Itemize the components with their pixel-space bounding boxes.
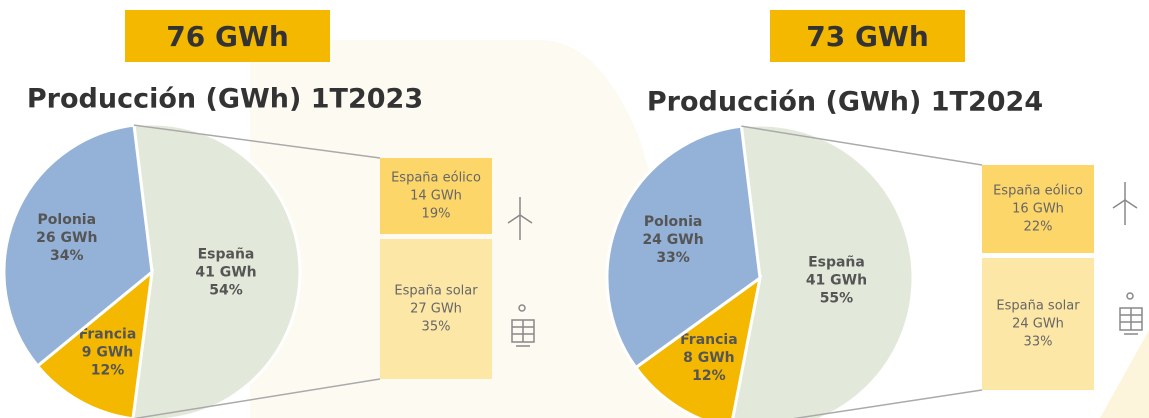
chart-title: Producción (GWh) 1T2024 xyxy=(647,87,1043,118)
breakdown-box xyxy=(380,158,492,234)
breakdown-box xyxy=(982,258,1094,390)
breakdown-value-label: 35% xyxy=(422,320,451,335)
connector-line xyxy=(792,389,983,418)
slice-value-label: 34% xyxy=(50,248,84,264)
slice-amount: 41 GWh xyxy=(195,264,256,280)
breakdown-name: España solar xyxy=(996,299,1080,314)
slice-value-label: 55% xyxy=(820,291,854,307)
pie-slice xyxy=(731,123,915,418)
slice-value-label: 12% xyxy=(91,362,125,378)
breakdown-amount: 14 GWh xyxy=(410,189,462,204)
slice-name: Polonia xyxy=(38,212,97,228)
slice-value-label: 12% xyxy=(692,368,726,384)
breakdown-name: España eólico xyxy=(391,171,481,186)
breakdown-name: España eólico xyxy=(993,184,1083,199)
breakdown-value-label: 22% xyxy=(1024,220,1053,235)
solar-icon xyxy=(1119,292,1143,335)
slice-amount: 24 GWh xyxy=(642,232,703,248)
connector-line xyxy=(132,378,381,418)
pie-slice xyxy=(633,274,763,418)
breakdown-amount: 16 GWh xyxy=(1012,202,1064,217)
breakdown-value-label: 19% xyxy=(422,207,451,222)
total-label: 76 GWh xyxy=(166,20,289,53)
breakdown-name: España solar xyxy=(394,284,478,299)
breakdown-amount: 27 GWh xyxy=(410,302,462,317)
total-label: 73 GWh xyxy=(806,20,929,53)
breakdown-amount: 24 GWh xyxy=(1012,317,1064,332)
wind-icon xyxy=(1112,182,1138,225)
total-box xyxy=(125,10,330,62)
breakdown-value-label: 33% xyxy=(1024,335,1053,350)
slice-amount: 8 GWh xyxy=(683,350,735,366)
breakdown-box xyxy=(982,165,1094,253)
chart-title: Producción (GWh) 1T2023 xyxy=(27,84,423,115)
slice-name: Polonia xyxy=(644,214,703,230)
slice-value-label: 33% xyxy=(656,250,690,266)
breakdown-box xyxy=(380,239,492,379)
slice-name: España xyxy=(808,255,865,271)
slice-amount: 41 GWh xyxy=(806,273,867,289)
total-box xyxy=(770,10,965,62)
pie-slice xyxy=(131,122,302,418)
pie-slice xyxy=(605,124,762,370)
slice-name: Francia xyxy=(79,326,137,342)
connector-line xyxy=(741,125,983,166)
slice-name: Francia xyxy=(680,332,738,348)
connector-line xyxy=(133,124,381,159)
background-shape xyxy=(1100,330,1149,418)
pie-slice xyxy=(2,123,154,369)
slice-name: España xyxy=(198,246,255,262)
slice-value-label: 54% xyxy=(209,282,243,298)
wind-icon xyxy=(507,197,533,240)
slice-amount: 9 GWh xyxy=(82,344,134,360)
slice-amount: 26 GWh xyxy=(36,230,97,246)
solar-icon xyxy=(511,304,535,347)
